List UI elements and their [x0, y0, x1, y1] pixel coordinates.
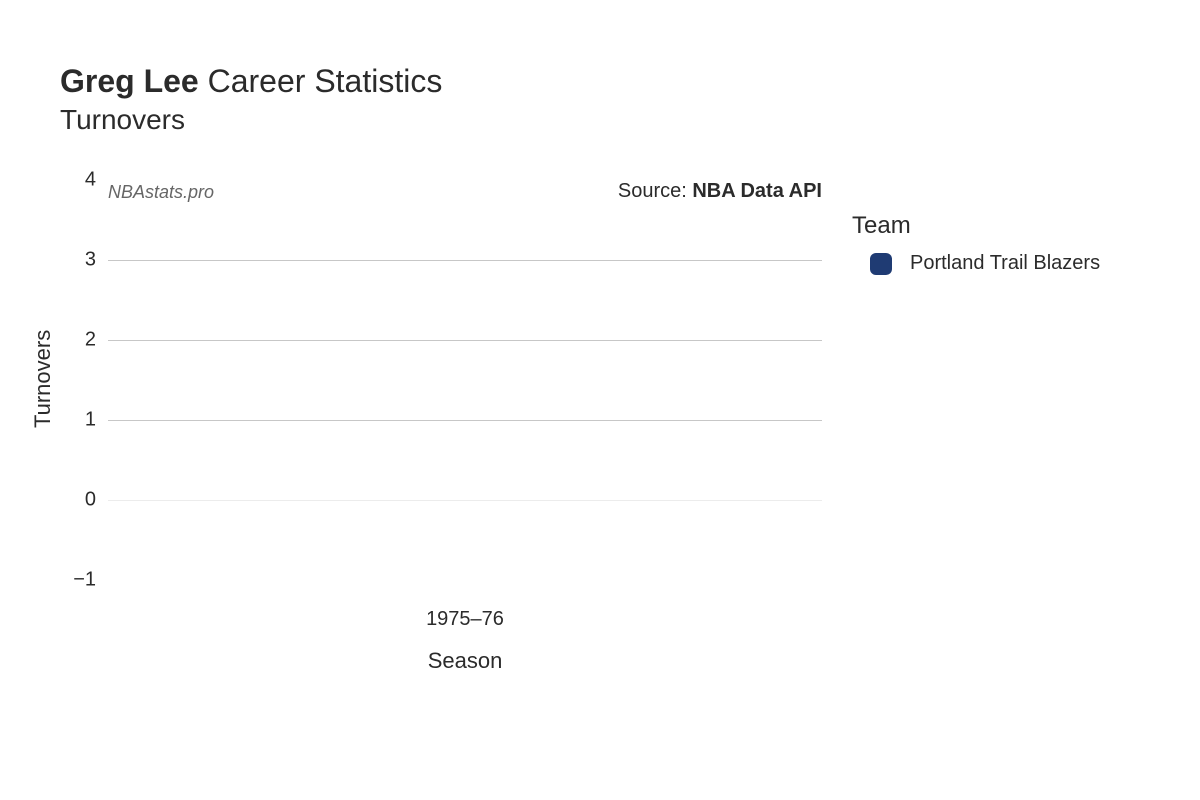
legend-label: Portland Trail Blazers [910, 252, 1100, 275]
y-axis-title: Turnovers [30, 330, 56, 428]
gridline [108, 420, 822, 421]
y-tick-label: 0 [85, 489, 96, 512]
source-name: NBA Data API [692, 180, 822, 202]
gridline [108, 260, 822, 261]
y-tick-label: 1 [85, 409, 96, 432]
chart-subtitle: Turnovers [60, 104, 442, 136]
y-tick-label: 2 [85, 329, 96, 352]
legend-item: Portland Trail Blazers [870, 252, 1100, 275]
chart-container: Greg Lee Career Statistics Turnovers Tur… [0, 0, 1200, 800]
y-tick-label: −1 [73, 569, 96, 592]
legend-title: Team [852, 212, 911, 240]
x-axis-title: Season [428, 648, 503, 674]
title-suffix: Career Statistics [208, 63, 443, 99]
legend-swatch [870, 253, 892, 275]
title-block: Greg Lee Career Statistics Turnovers [60, 62, 442, 136]
chart-title: Greg Lee Career Statistics [60, 62, 442, 100]
x-tick-label: 1975–76 [426, 608, 504, 631]
gridline [108, 340, 822, 341]
y-tick-label: 3 [85, 249, 96, 272]
y-tick-label: 4 [85, 169, 96, 192]
plot-area [108, 180, 822, 580]
title-player-name: Greg Lee [60, 63, 199, 99]
gridline [108, 500, 822, 501]
watermark-text: NBAstats.pro [108, 182, 214, 203]
source-prefix: Source: [618, 180, 692, 202]
source-attribution: Source: NBA Data API [618, 180, 822, 203]
